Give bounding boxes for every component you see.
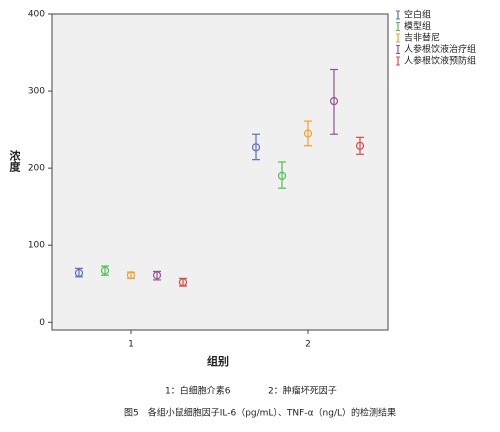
point [355, 141, 365, 150]
x-axis-label: 组别 [207, 354, 229, 368]
y-axis-label: 浓度 [8, 149, 21, 173]
legend-label: 空白组 [404, 9, 431, 21]
note: 2：肿瘤坏死因子 [268, 385, 337, 397]
legend-label: 人参根饮液预防组 [404, 55, 476, 67]
x-tick-label: 1 [128, 340, 134, 350]
note: 1：白细胞介素6 [165, 385, 231, 397]
point [329, 96, 339, 106]
y-tick-label: 300 [28, 87, 45, 97]
point [277, 171, 287, 180]
point [303, 129, 313, 138]
legend-label: 人参根饮液治疗组 [404, 43, 476, 55]
point [74, 268, 84, 278]
plot-area [51, 13, 389, 331]
legend-label: 模型组 [404, 20, 431, 32]
point [251, 143, 261, 152]
y-tick-label: 400 [28, 10, 45, 20]
y-tick-label: 100 [28, 241, 45, 251]
point [152, 271, 162, 280]
caption: 图5 各组小鼠细胞因子IL-6（pg/mL）、TNF-α（ng/L）的检测结果 [124, 407, 396, 419]
x-tick-label: 2 [305, 340, 311, 350]
point [126, 271, 136, 280]
y-tick-label: 200 [28, 164, 45, 174]
legend-label: 吉非替尼 [404, 32, 440, 44]
y-tick-label: 0 [39, 318, 45, 328]
point [100, 266, 110, 275]
point [178, 278, 188, 287]
